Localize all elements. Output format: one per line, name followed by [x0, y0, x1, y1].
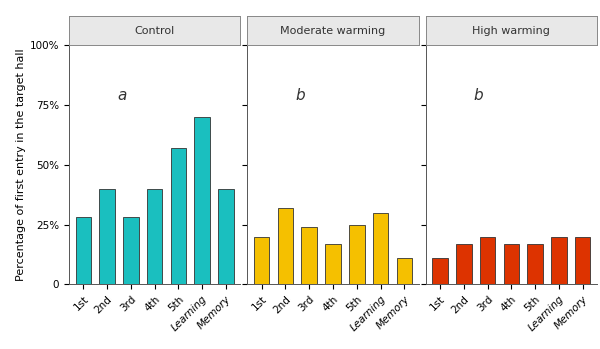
Bar [433, 258, 448, 284]
Bar [194, 117, 210, 284]
Text: a: a [117, 88, 127, 103]
Y-axis label: Percentage of first entry in the target hall: Percentage of first entry in the target … [16, 49, 26, 281]
Bar [100, 189, 115, 284]
Bar [123, 217, 139, 284]
Bar [147, 189, 163, 284]
Bar [551, 237, 566, 284]
Text: Control: Control [134, 25, 175, 36]
Bar [456, 244, 472, 284]
Bar [254, 237, 269, 284]
Bar [278, 208, 293, 284]
Bar [373, 213, 388, 284]
Bar [301, 227, 317, 284]
Bar [527, 244, 543, 284]
Bar [218, 189, 233, 284]
Text: Moderate warming: Moderate warming [280, 25, 386, 36]
Bar [170, 148, 186, 284]
Bar [349, 225, 365, 284]
Bar [480, 237, 496, 284]
Bar [76, 217, 91, 284]
Text: b: b [474, 88, 484, 103]
Bar [325, 244, 341, 284]
Bar [503, 244, 519, 284]
Bar [575, 237, 590, 284]
Bar [397, 258, 412, 284]
Text: b: b [295, 88, 305, 103]
Text: High warming: High warming [472, 25, 550, 36]
